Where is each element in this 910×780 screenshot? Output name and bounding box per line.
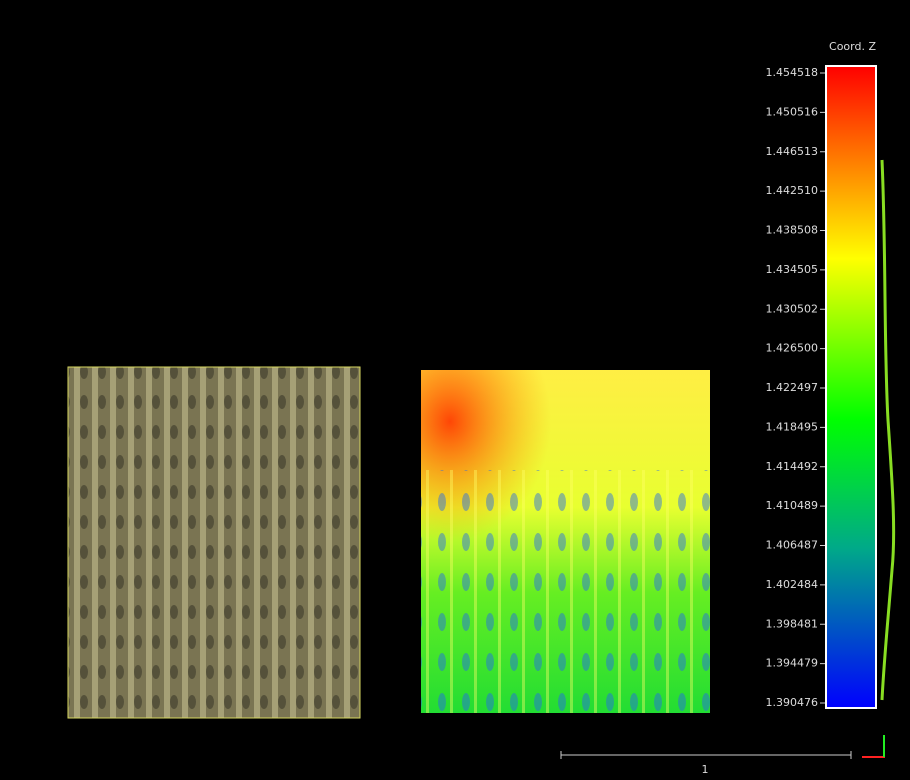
scale-label: 1.414492 — [766, 460, 819, 473]
scale-bar-label: 1 — [702, 763, 709, 776]
scale-label: 1.430502 — [766, 302, 819, 315]
height-cloud — [421, 370, 710, 713]
scale-label: 1.406487 — [766, 539, 819, 552]
3d-view: Coord. Z 1.454518 1.450516 1.446513 1.44251… — [0, 0, 910, 780]
scale-label: 1.454518 — [766, 66, 819, 79]
page: Coord. Z 1.454518 1.450516 1.446513 1.44251… — [0, 0, 910, 780]
scale-label: 1.402484 — [766, 578, 819, 591]
scale-label: 1.426500 — [766, 342, 819, 355]
scale-label: 1.434505 — [766, 263, 819, 276]
scale-label: 1.394479 — [766, 657, 819, 670]
histogram — [882, 160, 894, 700]
scale-label: 1.446513 — [766, 145, 819, 158]
photo-cloud — [68, 367, 360, 718]
scale-label: 1.418495 — [766, 420, 819, 433]
scale-labels: 1.454518 1.450516 1.446513 1.442510 1.438508… — [766, 66, 826, 709]
color-bar — [826, 66, 876, 708]
scale-label: 1.422497 — [766, 381, 819, 394]
scale-label: 1.410489 — [766, 499, 819, 512]
scale-label: 1.438508 — [766, 224, 819, 237]
scale-label: 1.450516 — [766, 105, 819, 118]
scale-title: Coord. Z — [829, 40, 876, 53]
scale-label: 1.398481 — [766, 617, 819, 630]
scale-label: 1.390476 — [766, 696, 819, 709]
scale-label: 1.442510 — [766, 184, 819, 197]
